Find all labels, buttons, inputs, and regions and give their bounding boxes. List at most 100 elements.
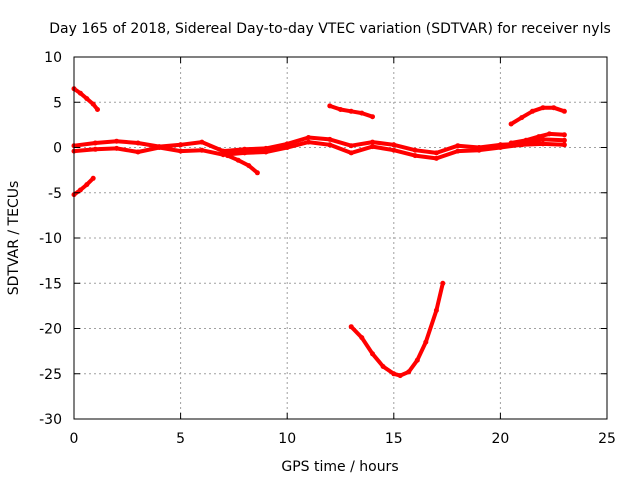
- data-point: [380, 364, 386, 369]
- data-point: [508, 140, 514, 146]
- data-point: [235, 157, 241, 163]
- series-dip-7-9: [225, 153, 260, 175]
- y-tick-label: 0: [53, 141, 62, 157]
- data-point: [519, 115, 525, 121]
- data-point: [284, 145, 290, 150]
- data-point: [199, 139, 205, 145]
- x-axis-label: GPS time / hours: [281, 459, 398, 475]
- data-point: [497, 145, 503, 150]
- data-point: [476, 147, 482, 153]
- series-band-b: [72, 140, 567, 161]
- data-point: [306, 135, 311, 140]
- data-point: [455, 148, 461, 154]
- data-point: [242, 150, 248, 156]
- data-point: [359, 335, 365, 341]
- data-point: [433, 307, 439, 313]
- tick-labels: 0 5 10 15 20 25 -30 -25 -20 -15 -10 -5 0 5 10: [39, 50, 616, 447]
- data-point: [540, 105, 546, 111]
- data-point: [412, 147, 418, 153]
- data-point: [508, 121, 514, 127]
- y-tick-label: 5: [53, 95, 62, 111]
- data-point: [84, 182, 90, 188]
- data-point: [178, 142, 184, 148]
- data-point: [90, 175, 96, 181]
- series-band-a: [72, 135, 567, 155]
- x-tick-label: 20: [491, 431, 509, 447]
- data-point: [561, 108, 567, 114]
- data-point: [242, 146, 248, 152]
- data-point: [397, 373, 403, 379]
- data-point: [359, 110, 365, 116]
- data-point: [433, 155, 439, 161]
- data-point: [540, 141, 546, 147]
- data-point: [84, 96, 90, 102]
- data-point: [440, 280, 446, 286]
- data-point: [135, 149, 141, 155]
- data-point: [561, 142, 567, 148]
- data-point: [519, 142, 525, 148]
- data-point: [423, 339, 429, 345]
- data-point: [327, 103, 333, 109]
- series-arc-early-low: [72, 176, 96, 197]
- series-big-dip: [349, 281, 445, 378]
- data-point: [406, 369, 412, 375]
- series-group: [71, 86, 567, 379]
- data-point: [391, 142, 397, 148]
- data-point: [561, 132, 567, 138]
- data-point: [263, 149, 269, 155]
- y-axis-label: SDTVAR / TECUs: [6, 181, 22, 296]
- data-point: [77, 90, 83, 96]
- data-point: [114, 145, 120, 151]
- data-point: [391, 371, 397, 377]
- data-point: [551, 105, 557, 111]
- y-tick-label: -20: [39, 322, 62, 338]
- x-tick-label: 10: [278, 431, 296, 447]
- data-point: [220, 152, 226, 158]
- y-tick-label: -30: [39, 412, 62, 428]
- data-point: [546, 131, 552, 137]
- data-point: [338, 107, 343, 112]
- x-tick-label: 25: [598, 431, 616, 447]
- x-tick-label: 0: [70, 431, 79, 447]
- data-point: [306, 139, 311, 145]
- data-point: [523, 137, 529, 143]
- y-tick-label: -15: [39, 276, 62, 292]
- y-tick-label: 10: [44, 50, 62, 66]
- data-point: [561, 137, 567, 143]
- data-point: [391, 147, 397, 153]
- data-point: [370, 351, 375, 357]
- y-tick-label: -10: [39, 231, 62, 247]
- data-point: [370, 114, 375, 120]
- data-point: [455, 143, 461, 149]
- data-point: [254, 170, 260, 176]
- axis-ticks: [73, 56, 608, 420]
- data-point: [412, 153, 418, 159]
- data-point: [536, 134, 542, 140]
- data-point: [348, 108, 354, 114]
- data-point: [529, 108, 535, 114]
- data-point: [348, 324, 354, 330]
- data-point: [95, 107, 100, 112]
- data-point: [348, 150, 354, 156]
- series-arc-late-high: [509, 105, 567, 126]
- data-point: [135, 140, 141, 146]
- data-point: [178, 148, 184, 154]
- data-point: [370, 139, 375, 145]
- chart-title: Day 165 of 2018, Sidereal Day-to-day VTE…: [49, 21, 611, 37]
- y-tick-label: -25: [39, 367, 62, 383]
- data-point: [327, 142, 333, 148]
- data-point: [263, 145, 269, 151]
- x-tick-label: 5: [176, 431, 185, 447]
- x-tick-label: 15: [385, 431, 403, 447]
- data-point: [92, 140, 98, 146]
- data-point: [370, 144, 375, 150]
- data-point: [156, 145, 162, 150]
- data-point: [348, 143, 354, 149]
- data-point: [92, 146, 98, 152]
- data-point: [114, 138, 120, 144]
- y-tick-label: -5: [48, 186, 62, 202]
- data-point: [246, 163, 252, 169]
- data-point: [77, 187, 83, 193]
- data-point: [540, 136, 546, 142]
